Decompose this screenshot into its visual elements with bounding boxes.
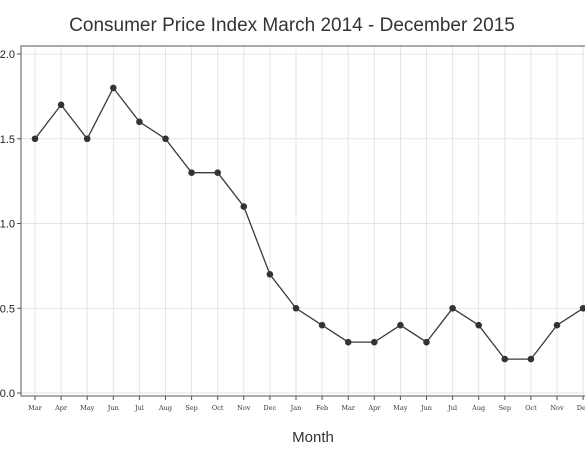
data-point <box>266 271 274 278</box>
series-line <box>34 86 584 360</box>
x-tick-label: Sep <box>185 404 197 412</box>
data-point <box>83 135 91 143</box>
x-axis-label: Month <box>292 429 334 446</box>
data-point <box>475 321 483 329</box>
data-point <box>318 321 326 329</box>
data-point <box>553 321 561 329</box>
x-tick-label: Mar <box>28 404 43 412</box>
data-point <box>579 304 585 312</box>
data-point <box>136 118 143 126</box>
x-tick-label: Dec <box>577 404 585 412</box>
data-point <box>110 84 117 92</box>
x-tick-label: Sep <box>499 404 511 412</box>
data-point <box>57 101 65 109</box>
x-tick-label: May <box>393 404 408 412</box>
data-point <box>397 321 404 329</box>
x-tick-label: Aug <box>158 404 172 412</box>
y-tick-label: 1.0 <box>0 219 15 231</box>
x-tick-label: Dec <box>264 404 277 412</box>
x-axis: Mar Apr May Jun Jul Aug Sep Oct Nov Dec Jan Feb Mar A… <box>28 396 585 412</box>
x-tick-label: Feb <box>316 404 328 412</box>
data-point <box>214 169 221 176</box>
plot-frame <box>20 45 585 397</box>
y-tick-label: 2.0 <box>0 49 15 61</box>
data-point <box>162 135 169 143</box>
data-point <box>292 304 300 312</box>
x-tick-label: Aug <box>471 404 485 412</box>
data-point <box>449 304 456 312</box>
x-tick-label: Oct <box>525 404 537 412</box>
x-tick-label: Nov <box>237 404 251 412</box>
x-tick-label: Jun <box>107 404 119 412</box>
data-point <box>423 338 430 346</box>
series-markers <box>31 84 585 363</box>
chart-title: Consumer Price Index March 2014 - Decemb… <box>69 15 515 36</box>
y-tick-label: 1.5 <box>0 134 15 146</box>
data-point <box>188 169 195 176</box>
x-tick-label: Apr <box>54 404 68 412</box>
data-point <box>501 355 509 363</box>
data-point <box>371 338 378 346</box>
data-point <box>240 203 248 210</box>
x-tick-label: Nov <box>550 404 564 412</box>
x-tick-label: Jul <box>134 404 144 412</box>
x-tick-label: Mar <box>341 404 356 412</box>
x-tick-label: Jan <box>290 404 302 412</box>
y-tick-label: 0.5 <box>0 303 15 315</box>
y-tick-label: 0.0 <box>0 388 15 400</box>
x-tick-label: Apr <box>367 404 381 412</box>
data-point <box>31 135 39 143</box>
x-tick-label: Jul <box>447 404 457 412</box>
gridlines <box>21 46 585 396</box>
data-point <box>527 355 535 363</box>
y-axis: 2.0 1.5 1.0 0.5 0.0 <box>0 49 21 400</box>
data-point <box>344 338 352 346</box>
x-tick-label: Jun <box>420 404 432 412</box>
x-tick-label: Oct <box>212 404 224 412</box>
x-tick-label: May <box>80 404 95 412</box>
